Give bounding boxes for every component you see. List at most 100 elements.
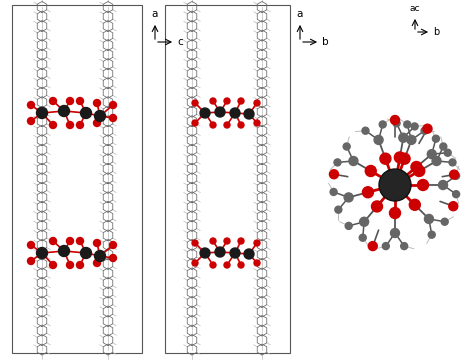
Text: ac: ac <box>410 4 420 13</box>
Circle shape <box>349 157 358 165</box>
Circle shape <box>224 122 230 128</box>
Circle shape <box>192 120 198 126</box>
Circle shape <box>359 234 366 241</box>
Circle shape <box>449 159 456 166</box>
Circle shape <box>409 199 420 210</box>
Circle shape <box>94 251 106 261</box>
Circle shape <box>49 261 56 269</box>
Circle shape <box>109 242 117 248</box>
Circle shape <box>427 150 436 158</box>
Circle shape <box>418 179 428 191</box>
Bar <box>165 5 290 353</box>
Circle shape <box>374 135 383 144</box>
Circle shape <box>254 240 260 246</box>
Circle shape <box>210 122 216 128</box>
Circle shape <box>453 172 460 179</box>
Circle shape <box>192 260 198 266</box>
Circle shape <box>414 165 425 177</box>
Circle shape <box>210 262 216 268</box>
Circle shape <box>394 152 405 163</box>
Circle shape <box>109 114 117 122</box>
Circle shape <box>192 240 198 246</box>
Circle shape <box>200 108 210 118</box>
Circle shape <box>449 202 458 211</box>
Circle shape <box>230 248 240 258</box>
Circle shape <box>399 133 408 142</box>
Circle shape <box>230 108 240 118</box>
Circle shape <box>330 188 337 195</box>
Circle shape <box>36 248 47 258</box>
Circle shape <box>365 165 376 177</box>
Circle shape <box>411 161 422 173</box>
Circle shape <box>49 122 56 129</box>
Circle shape <box>27 101 35 109</box>
Circle shape <box>238 98 244 104</box>
Circle shape <box>407 135 416 144</box>
Circle shape <box>334 159 341 166</box>
Circle shape <box>27 257 35 265</box>
Circle shape <box>254 260 260 266</box>
Circle shape <box>66 122 73 129</box>
Circle shape <box>66 97 73 104</box>
Circle shape <box>192 100 198 106</box>
Circle shape <box>344 193 353 202</box>
Circle shape <box>200 248 210 258</box>
Circle shape <box>362 127 369 134</box>
Circle shape <box>401 243 408 249</box>
Circle shape <box>440 143 447 150</box>
Circle shape <box>238 262 244 268</box>
Circle shape <box>441 218 448 225</box>
Circle shape <box>224 98 230 104</box>
Circle shape <box>345 222 352 229</box>
Circle shape <box>254 100 260 106</box>
Circle shape <box>363 187 374 198</box>
Circle shape <box>93 260 100 266</box>
Circle shape <box>432 157 441 165</box>
Circle shape <box>453 191 460 198</box>
Circle shape <box>215 107 225 117</box>
Circle shape <box>93 239 100 247</box>
Circle shape <box>224 262 230 268</box>
Circle shape <box>335 206 342 213</box>
Circle shape <box>432 135 439 142</box>
Circle shape <box>393 120 400 127</box>
Circle shape <box>391 116 400 125</box>
Circle shape <box>244 109 254 119</box>
Circle shape <box>404 121 411 128</box>
Text: b: b <box>433 27 439 37</box>
Circle shape <box>244 249 254 259</box>
Circle shape <box>76 122 83 129</box>
Circle shape <box>58 245 70 257</box>
Circle shape <box>423 124 432 133</box>
Circle shape <box>81 248 91 258</box>
Circle shape <box>424 214 433 223</box>
Circle shape <box>94 110 106 122</box>
Circle shape <box>76 238 83 244</box>
Circle shape <box>421 127 428 134</box>
Circle shape <box>411 123 418 130</box>
Circle shape <box>109 101 117 109</box>
Circle shape <box>360 217 369 226</box>
Circle shape <box>254 120 260 126</box>
Circle shape <box>449 170 458 179</box>
Circle shape <box>444 149 451 156</box>
Circle shape <box>66 261 73 269</box>
Circle shape <box>428 231 435 238</box>
Circle shape <box>36 108 47 118</box>
Circle shape <box>379 121 386 128</box>
Circle shape <box>380 153 391 164</box>
Circle shape <box>372 201 383 212</box>
Text: c: c <box>177 37 183 47</box>
Circle shape <box>438 180 447 190</box>
Text: a: a <box>297 9 303 19</box>
Circle shape <box>49 97 56 104</box>
Circle shape <box>93 119 100 126</box>
Circle shape <box>27 117 35 125</box>
Circle shape <box>76 261 83 269</box>
Text: b: b <box>322 37 328 47</box>
Circle shape <box>390 208 401 218</box>
Text: a: a <box>152 9 158 19</box>
Circle shape <box>66 238 73 244</box>
Circle shape <box>49 238 56 244</box>
Circle shape <box>238 238 244 244</box>
